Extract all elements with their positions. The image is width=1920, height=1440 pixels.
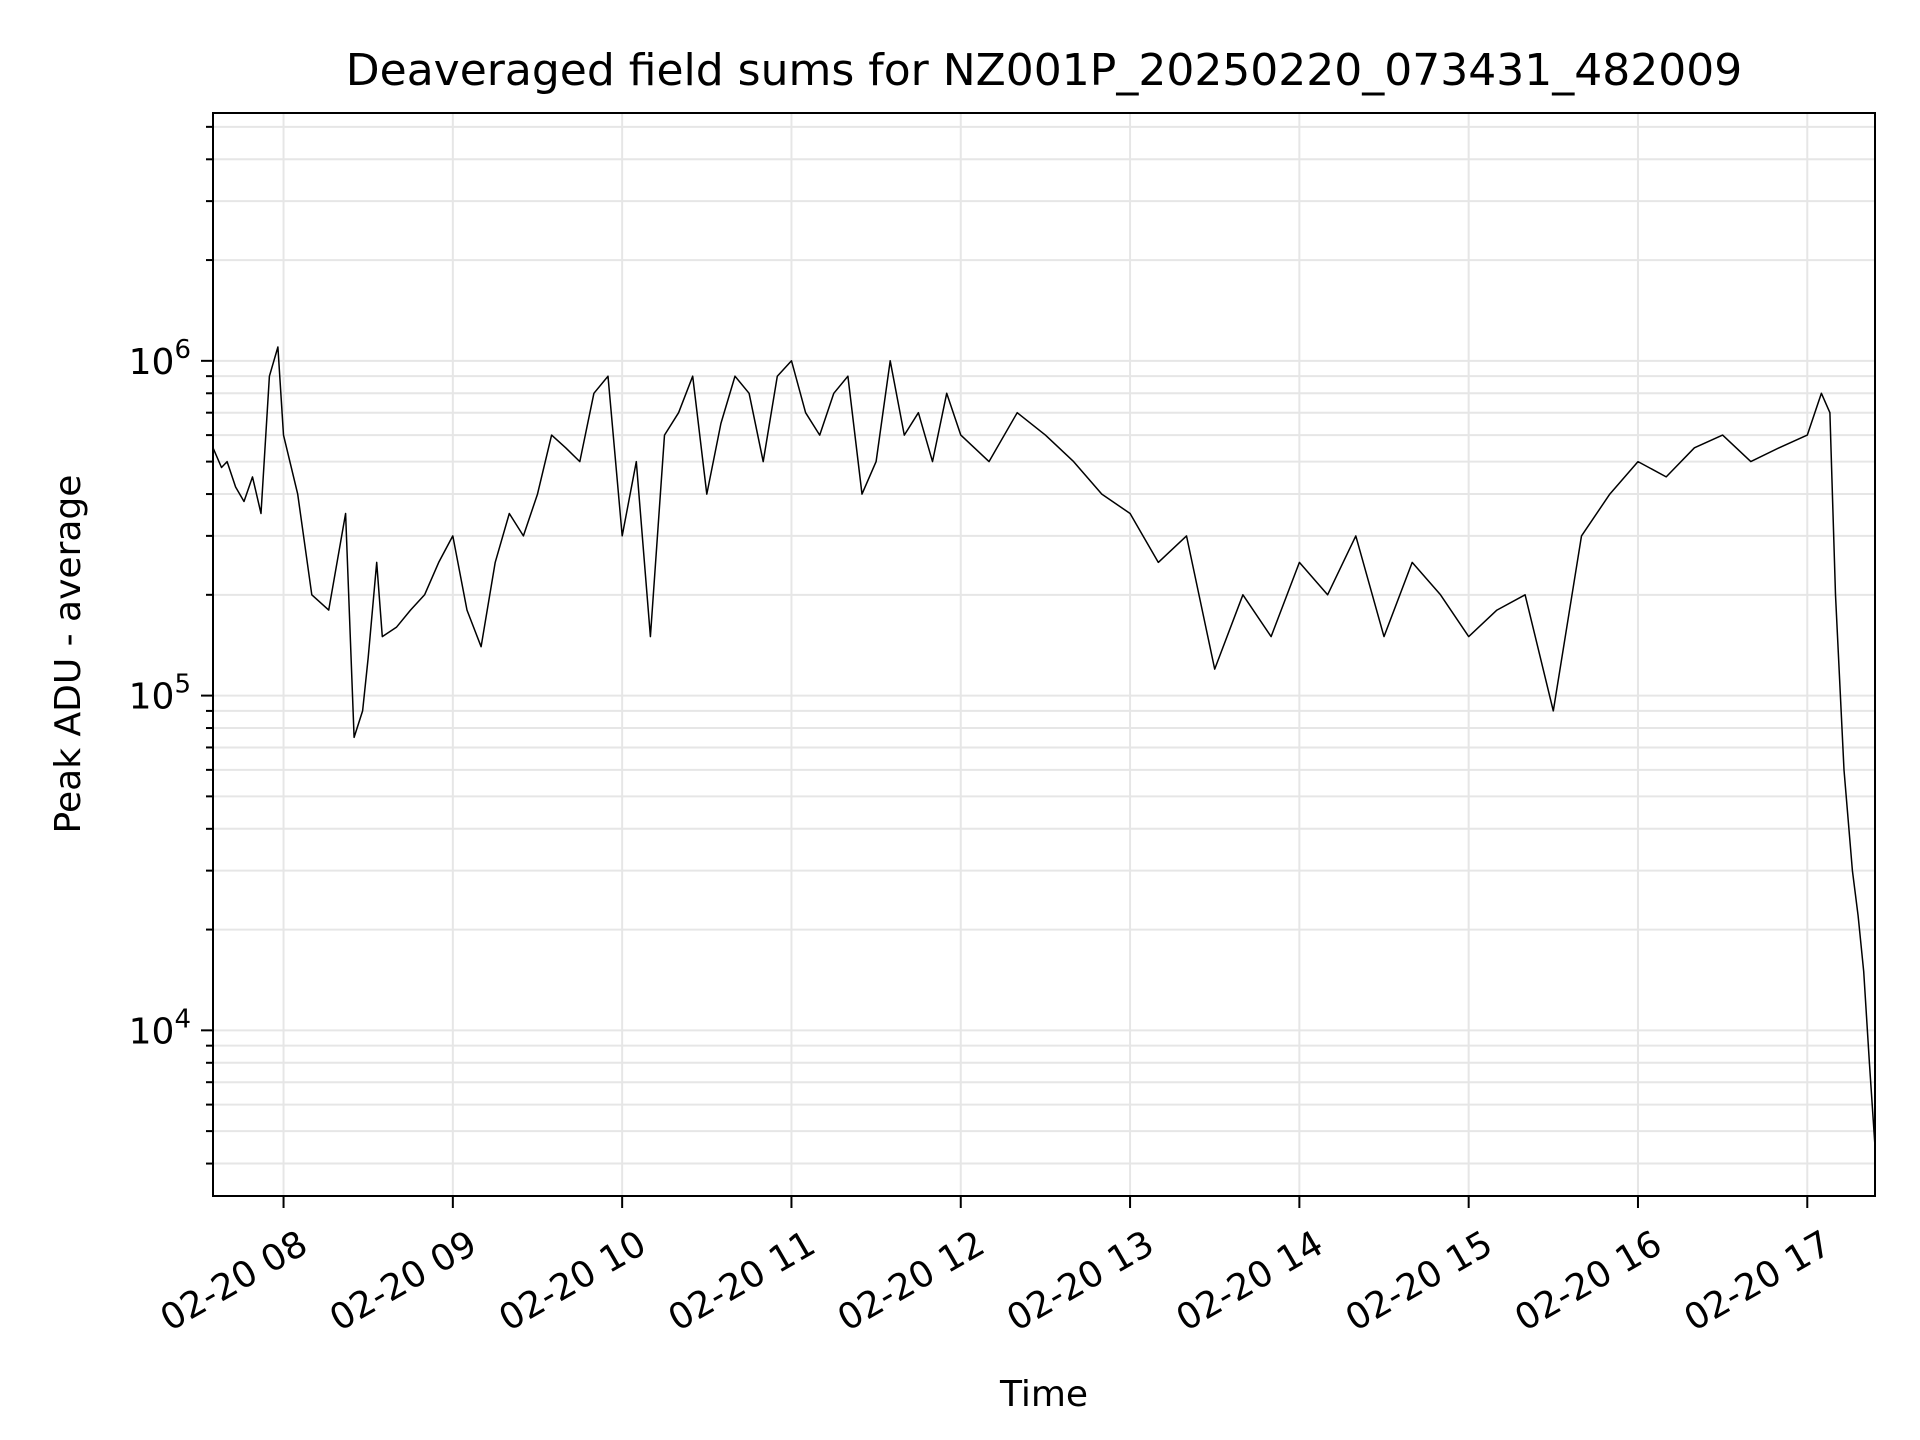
grid [213, 113, 1875, 1196]
y-axis-ticks: 104 105 106 [129, 125, 213, 1165]
chart-title: Deaveraged field sums for NZ001P_2025022… [346, 45, 1742, 96]
series-layer [212, 346, 1876, 1147]
y-tick-label: 104 [129, 1004, 191, 1052]
y-axis-label: Peak ADU - average [48, 475, 89, 834]
series-line [212, 346, 1876, 1147]
plot-frame [212, 112, 1876, 1197]
y-tick-label: 106 [129, 335, 191, 383]
y-tick-label: 105 [129, 670, 191, 718]
x-axis-label: Time [999, 1374, 1088, 1415]
